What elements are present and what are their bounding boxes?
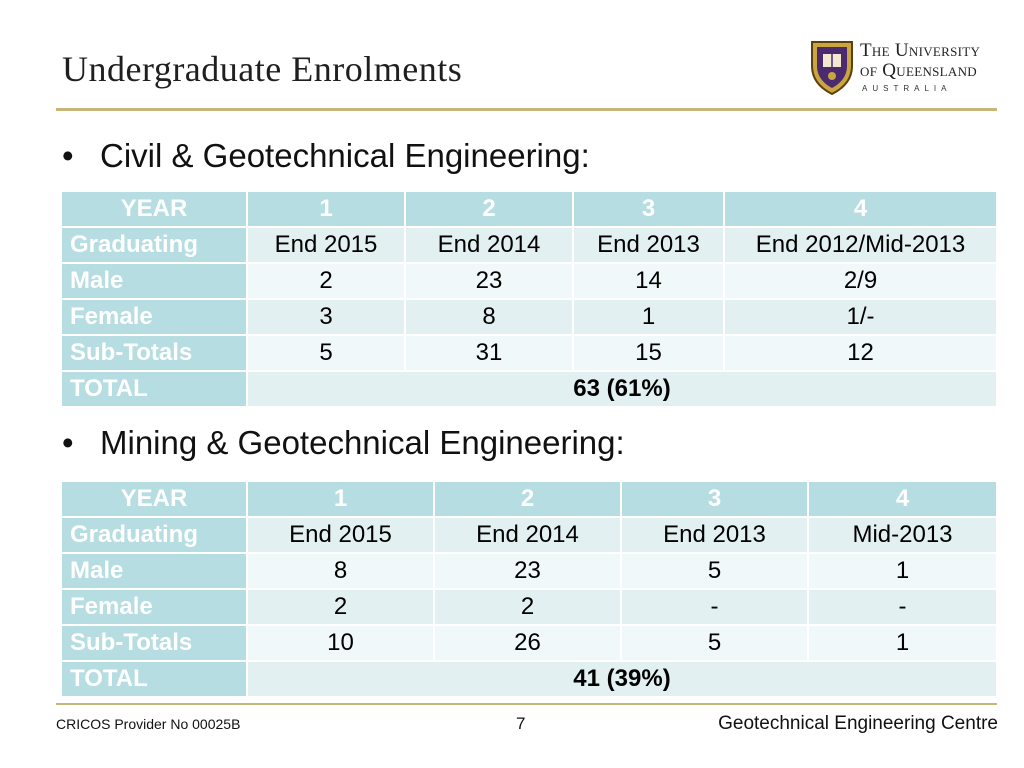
table-row: Graduating End 2015 End 2014 End 2013 En… [60, 226, 998, 264]
table-cell: 2/9 [723, 262, 998, 300]
row-label: TOTAL [60, 370, 248, 408]
table-cell: 12 [723, 334, 998, 372]
total-value: 63 (61%) [246, 370, 998, 408]
table-cell: End 2013 [572, 226, 725, 264]
header-cell: YEAR [60, 190, 248, 228]
table-row: Male 2 23 14 2/9 [60, 262, 998, 300]
table-cell: End 2013 [620, 516, 809, 554]
header-cell: 2 [433, 480, 622, 518]
row-label: Female [60, 298, 248, 336]
mining-enrolment-table: YEAR 1 2 3 4 Graduating End 2015 End 201… [60, 480, 998, 698]
table-cell: 23 [433, 552, 622, 590]
table-cell: 5 [620, 552, 809, 590]
table-cell: 2 [433, 588, 622, 626]
table-cell: 1 [807, 624, 998, 662]
row-label: Graduating [60, 226, 248, 264]
table-cell: 1 [572, 298, 725, 336]
table-cell: End 2012/Mid-2013 [723, 226, 998, 264]
table-cell: 31 [404, 334, 574, 372]
table-row: Female 2 2 - - [60, 588, 998, 626]
table-header-row: YEAR 1 2 3 4 [60, 480, 998, 518]
table-cell: End 2015 [246, 226, 406, 264]
row-label: Female [60, 588, 248, 626]
total-row: TOTAL 41 (39%) [60, 660, 998, 698]
table-cell: 3 [246, 298, 406, 336]
table-row: Male 8 23 5 1 [60, 552, 998, 590]
logo-line-australia: AUSTRALIA [862, 84, 952, 93]
row-label: Male [60, 552, 248, 590]
logo-line-queensland: of Queensland [860, 60, 977, 81]
table-cell: End 2015 [246, 516, 435, 554]
page-number: 7 [516, 714, 526, 733]
header-cell: 4 [807, 480, 998, 518]
title-divider [56, 108, 997, 111]
table-cell: 2 [246, 588, 435, 626]
header-cell: 4 [723, 190, 998, 228]
table-cell: 15 [572, 334, 725, 372]
section-heading: Mining & Geotechnical Engineering: [100, 424, 625, 461]
logo-line-university: The University [860, 40, 981, 61]
table-row: Graduating End 2015 End 2014 End 2013 Mi… [60, 516, 998, 554]
table-cell: End 2014 [404, 226, 574, 264]
table-cell: 10 [246, 624, 435, 662]
table-row: Sub-Totals 5 31 15 12 [60, 334, 998, 372]
bullet-civil: • Civil & Geotechnical Engineering: [62, 137, 590, 175]
header-cell: 2 [404, 190, 574, 228]
row-label: TOTAL [60, 660, 248, 698]
bullet-mining: • Mining & Geotechnical Engineering: [62, 424, 625, 462]
footer-divider [56, 703, 997, 705]
table-cell: End 2014 [433, 516, 622, 554]
slide-title: Undergraduate Enrolments [62, 49, 463, 89]
table-row: Female 3 8 1 1/- [60, 298, 998, 336]
table-cell: 23 [404, 262, 574, 300]
table-cell: - [807, 588, 998, 626]
centre-name: Geotechnical Engineering Centre [718, 713, 998, 734]
table-cell: Mid-2013 [807, 516, 998, 554]
section-heading: Civil & Geotechnical Engineering: [100, 137, 590, 174]
row-label: Sub-Totals [60, 334, 248, 372]
table-cell: 2 [246, 262, 406, 300]
crest-icon [811, 41, 853, 96]
table-header-row: YEAR 1 2 3 4 [60, 190, 998, 228]
row-label: Sub-Totals [60, 624, 248, 662]
university-logo: The University of Queensland AUSTRALIA [810, 38, 1000, 96]
table-cell: 26 [433, 624, 622, 662]
total-value: 41 (39%) [246, 660, 998, 698]
civil-enrolment-table: YEAR 1 2 3 4 Graduating End 2015 End 201… [60, 190, 998, 408]
table-cell: 1/- [723, 298, 998, 336]
header-cell: 3 [572, 190, 725, 228]
table-cell: 5 [620, 624, 809, 662]
header-cell: YEAR [60, 480, 248, 518]
row-label: Graduating [60, 516, 248, 554]
total-row: TOTAL 63 (61%) [60, 370, 998, 408]
header-cell: 3 [620, 480, 809, 518]
table-cell: 8 [404, 298, 574, 336]
table-cell: - [620, 588, 809, 626]
header-cell: 1 [246, 190, 406, 228]
table-cell: 1 [807, 552, 998, 590]
bullet-marker: • [62, 137, 74, 174]
table-cell: 5 [246, 334, 406, 372]
table-cell: 8 [246, 552, 435, 590]
table-cell: 14 [572, 262, 725, 300]
cricos-provider: CRICOS Provider No 00025B [56, 716, 241, 732]
header-cell: 1 [246, 480, 435, 518]
row-label: Male [60, 262, 248, 300]
table-row: Sub-Totals 10 26 5 1 [60, 624, 998, 662]
bullet-marker: • [62, 424, 74, 461]
